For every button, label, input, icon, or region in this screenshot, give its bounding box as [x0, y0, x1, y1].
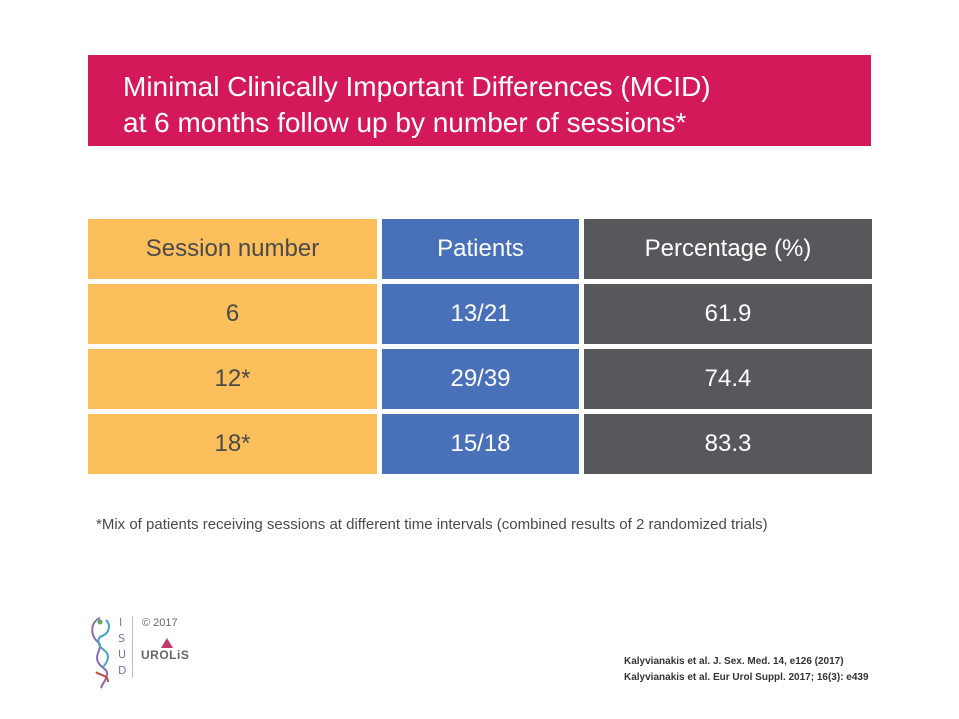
footnote: *Mix of patients receiving sessions at d…	[96, 516, 768, 533]
header-session-number: Session number	[88, 219, 377, 279]
table-row: 6 13/21 61.9	[88, 284, 872, 344]
isud-letter-u: U	[118, 648, 126, 661]
header-patients: Patients	[382, 219, 579, 279]
header-percentage: Percentage (%)	[584, 219, 872, 279]
table-row: 12* 29/39 74.4	[88, 349, 872, 409]
table-row: 18* 15/18 83.3	[88, 414, 872, 474]
logo-divider	[132, 616, 133, 678]
title-line-2: at 6 months follow up by number of sessi…	[123, 107, 687, 138]
copyright: © 2017	[142, 617, 178, 629]
reference-2: Kalyvianakis et al. Eur Urol Suppl. 2017…	[624, 672, 869, 683]
cell-patients: 29/39	[382, 349, 579, 409]
urolis-logo-text: UROLiS	[141, 648, 190, 662]
isud-letter-d: D	[118, 664, 126, 677]
title-line-1: Minimal Clinically Important Differences…	[123, 71, 711, 102]
table-header-row: Session number Patients Percentage (%)	[88, 219, 872, 279]
cell-percentage: 74.4	[584, 349, 872, 409]
urolis-logo-icon	[161, 638, 173, 648]
isud-letter-s: S	[118, 632, 125, 645]
cell-session: 12*	[88, 349, 377, 409]
title-banner: Minimal Clinically Important Differences…	[88, 55, 871, 146]
cell-percentage: 83.3	[584, 414, 872, 474]
mcid-table: Session number Patients Percentage (%) 6…	[88, 219, 872, 479]
isud-letter-i: I	[119, 616, 122, 629]
cell-percentage: 61.9	[584, 284, 872, 344]
cell-session: 18*	[88, 414, 377, 474]
cell-patients: 15/18	[382, 414, 579, 474]
cell-session: 6	[88, 284, 377, 344]
cell-patients: 13/21	[382, 284, 579, 344]
reference-1: Kalyvianakis et al. J. Sex. Med. 14, e12…	[624, 656, 844, 667]
references: Kalyvianakis et al. J. Sex. Med. 14, e12…	[624, 654, 869, 686]
isud-logo-icon: I S U D	[91, 616, 126, 689]
